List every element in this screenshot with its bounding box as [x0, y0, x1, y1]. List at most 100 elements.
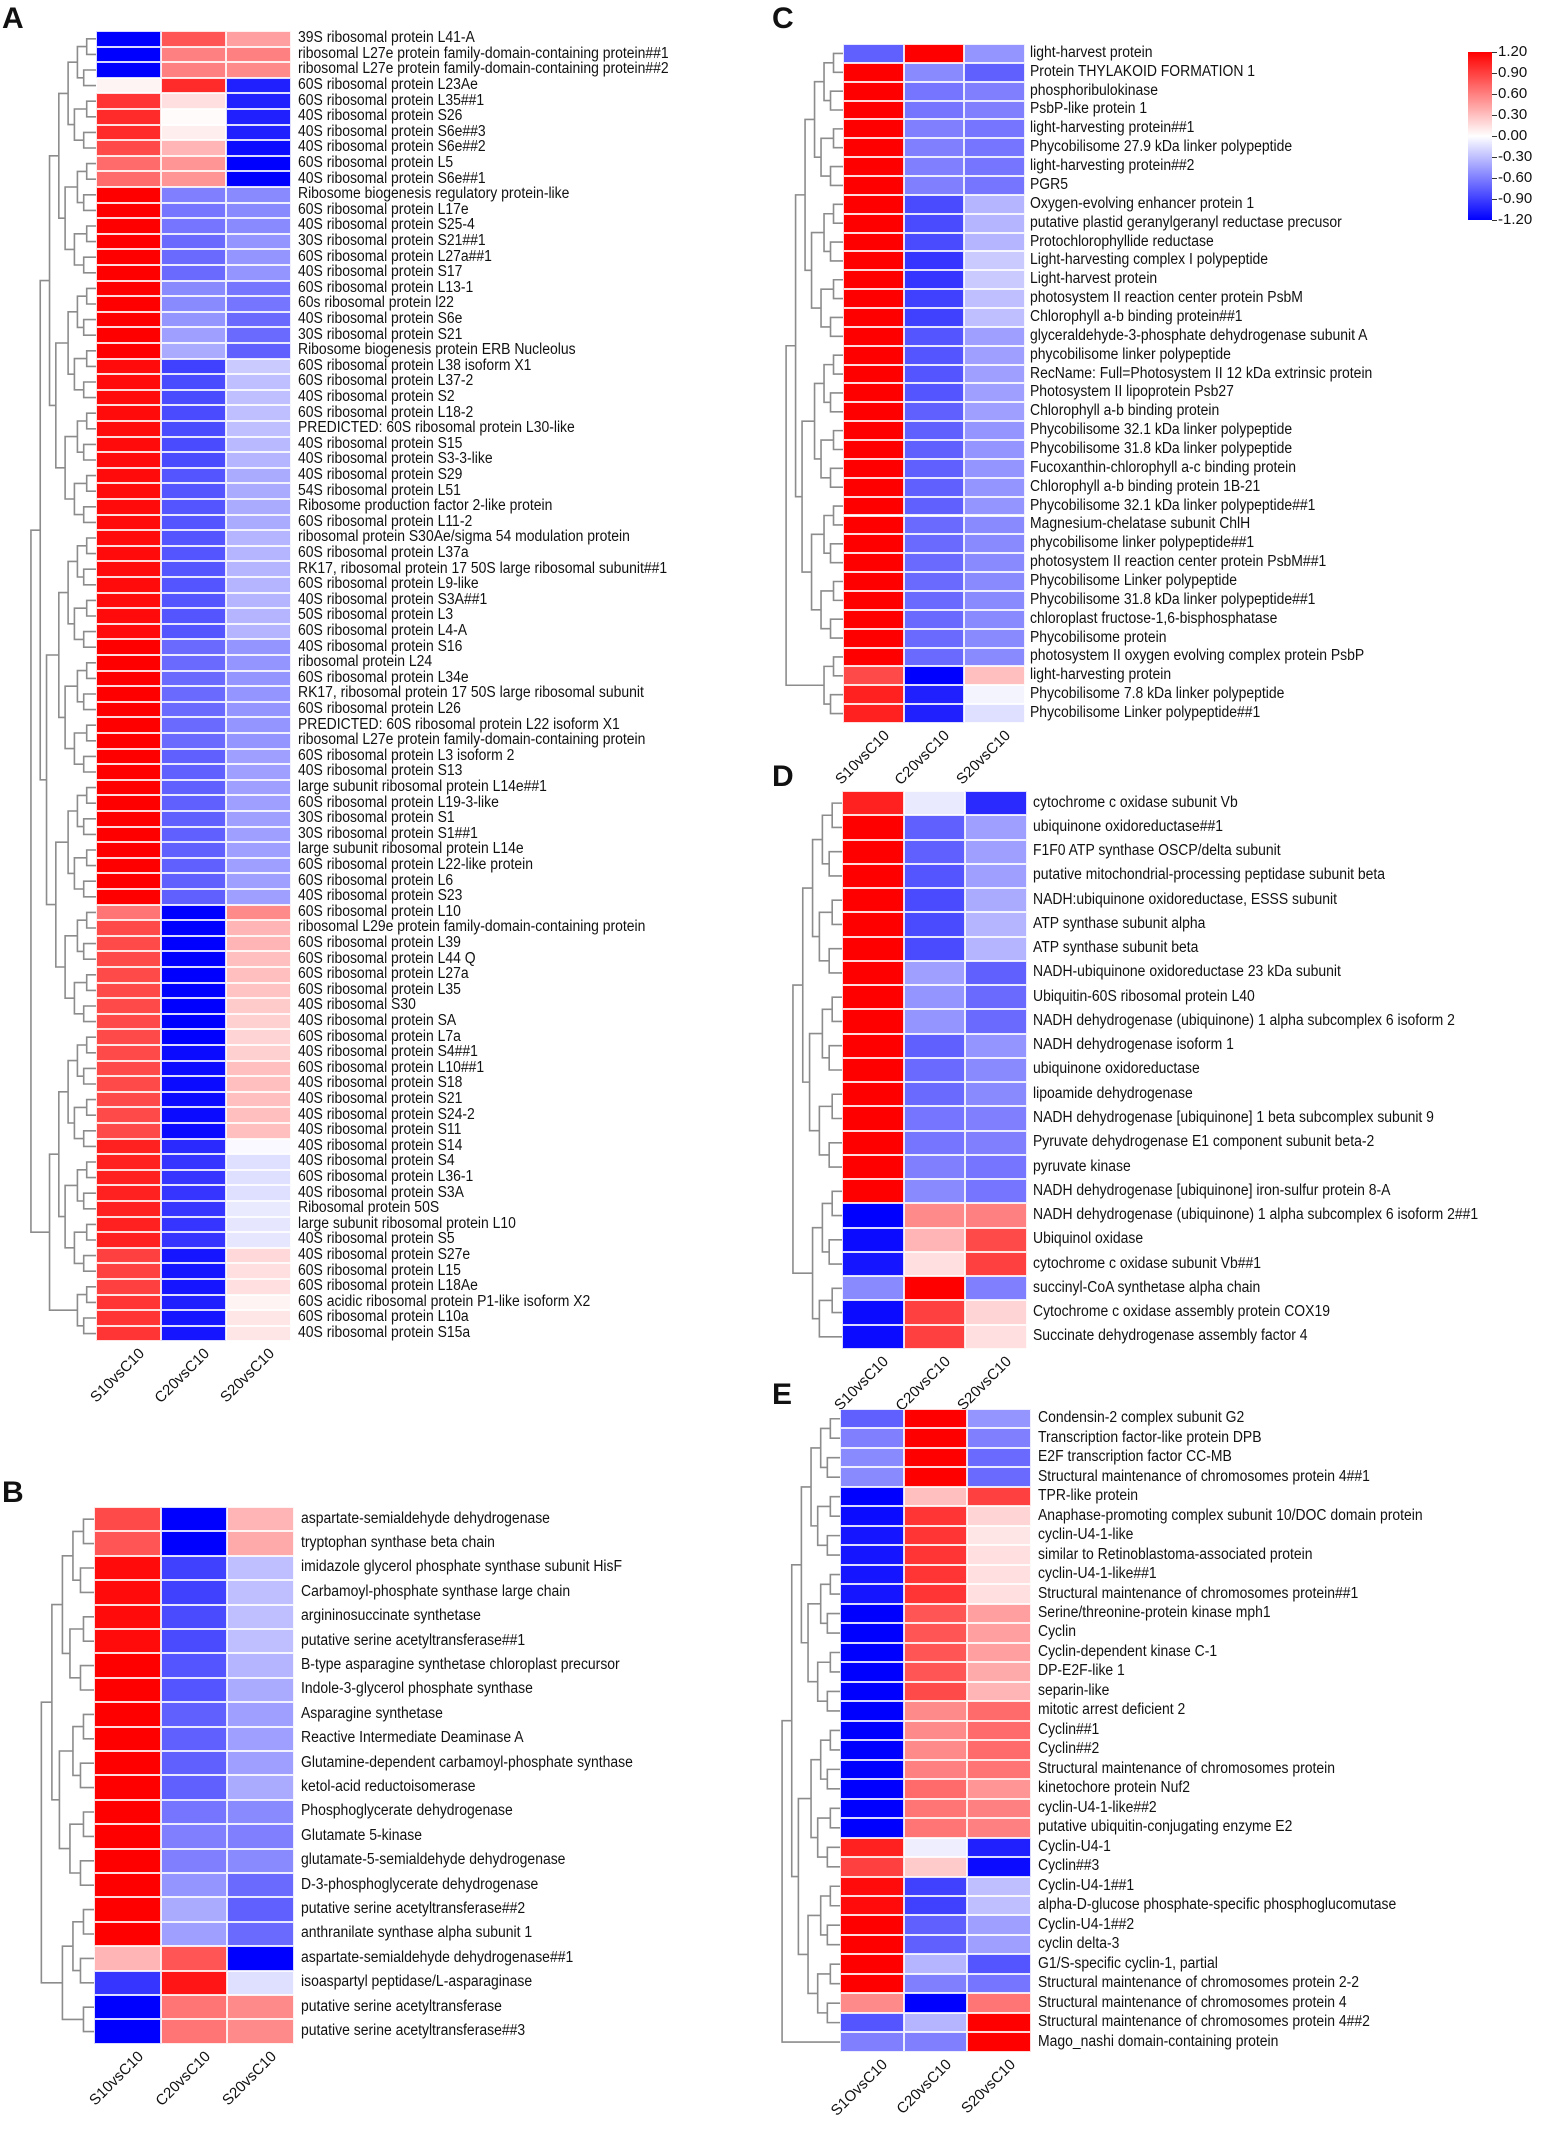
- row-label: Succinate dehydrogenase assembly factor …: [1033, 1327, 1308, 1345]
- heatmap-cell: [840, 1896, 904, 1916]
- row-label: NADH-ubiquinone oxidoreductase 23 kDa su…: [1033, 963, 1341, 981]
- heatmap-cell: [903, 1779, 968, 1799]
- heatmap-cell: [967, 1662, 1032, 1682]
- heatmap-cell: [903, 1798, 968, 1819]
- heatmap-cell: [842, 839, 904, 864]
- heatmap-cell: [226, 218, 291, 234]
- heatmap-cell: [843, 213, 904, 233]
- row-label: DP-E2F-like 1: [1038, 1662, 1125, 1680]
- heatmap-cell: [903, 1203, 965, 1228]
- heatmap-cell: [843, 609, 904, 629]
- heatmap-cell: [226, 265, 291, 281]
- heatmap-cell: [96, 202, 161, 219]
- heatmap-cell: [903, 1564, 968, 1585]
- heatmap-cell: [161, 1123, 226, 1139]
- heatmap-cell: [96, 249, 161, 265]
- heatmap-cell: [965, 1203, 1027, 1228]
- heatmap-cell: [967, 1409, 1032, 1429]
- row-label: Anaphase-promoting complex subunit 10/DO…: [1038, 1506, 1423, 1524]
- row-label: Ribosome biogenesis protein ERB Nucleolu…: [298, 341, 576, 359]
- heatmap-cell: [161, 608, 226, 624]
- heatmap-cell: [226, 77, 291, 94]
- heatmap-cell: [161, 155, 226, 172]
- row-label: NADH dehydrogenase [ubiquinone] 1 beta s…: [1033, 1108, 1434, 1126]
- row-label: PREDICTED: 60S ribosomal protein L22 iso…: [298, 715, 620, 733]
- heatmap-cell: [96, 904, 161, 921]
- heatmap-cell: [94, 1702, 161, 1727]
- heatmap-cell: [967, 1876, 1032, 1896]
- heatmap-cell: [226, 1060, 291, 1077]
- column-label: S10vsC10: [87, 1345, 149, 1407]
- row-label: cyclin-U4-1-like: [1038, 1526, 1134, 1544]
- heatmap-cell: [903, 1251, 965, 1277]
- heatmap-cell: [96, 826, 161, 843]
- row-label: 60S ribosomal protein L26: [298, 700, 461, 718]
- heatmap-cell: [967, 1857, 1032, 1877]
- row-label: 60S acidic ribosomal protein P1-like iso…: [298, 1292, 591, 1310]
- heatmap-cell: [227, 1824, 294, 1849]
- row-label: chloroplast fructose-1,6-bisphosphatase: [1030, 609, 1278, 627]
- heatmap-cell: [903, 1057, 965, 1083]
- heatmap-cell: [964, 647, 1025, 667]
- heatmap-cell: [226, 857, 291, 874]
- row-label: Phycobilisome 32.1 kDa linker polypeptid…: [1030, 421, 1293, 439]
- row-label: 60S ribosomal protein L34e: [298, 668, 469, 686]
- heatmap-cell: [843, 590, 904, 610]
- heatmap-cell: [843, 364, 904, 384]
- legend-tick: [1492, 136, 1497, 137]
- column-label: C20vsC10: [152, 2047, 214, 2110]
- heatmap-cell: [96, 514, 161, 531]
- heatmap-cell: [161, 514, 226, 531]
- heatmap-cell: [161, 467, 226, 484]
- row-label: Phycobilisome 32.1 kDa linker polypeptid…: [1030, 496, 1316, 514]
- row-label: Light-harvest protein: [1030, 270, 1158, 288]
- heatmap-cell: [842, 1251, 904, 1277]
- row-label: large subunit ribosomal protein L10: [298, 1214, 516, 1232]
- heatmap-cell: [964, 289, 1025, 309]
- heatmap-cell: [96, 623, 161, 640]
- heatmap-cell: [840, 1798, 904, 1819]
- heatmap-cell: [96, 1232, 161, 1248]
- heatmap-cell: [96, 483, 161, 499]
- heatmap-cell: [964, 477, 1025, 497]
- heatmap-cell: [964, 345, 1025, 365]
- row-label: 40S ribosomal protein S2: [298, 388, 455, 406]
- row-label: ribosomal protein S30Ae/sigma 54 modulat…: [298, 528, 630, 546]
- row-label: Cytochrome c oxidase assembly protein CO…: [1033, 1303, 1330, 1321]
- heatmap-cell: [226, 452, 291, 468]
- heatmap-cell: [840, 1701, 904, 1721]
- heatmap-cell: [840, 1973, 904, 1994]
- heatmap-cell: [964, 496, 1025, 516]
- heatmap-cell: [843, 628, 904, 648]
- heatmap-cell: [967, 1467, 1032, 1487]
- row-label: Transcription factor-like protein DPB: [1038, 1428, 1262, 1446]
- heatmap-cell: [964, 402, 1025, 422]
- row-label: 60S ribosomal protein L7a: [298, 1027, 461, 1045]
- heatmap-cell: [226, 998, 291, 1014]
- row-label: Serine/threonine-protein kinase mph1: [1038, 1604, 1271, 1621]
- heatmap-cell: [96, 1294, 161, 1311]
- heatmap-cell: [94, 1751, 161, 1776]
- heatmap-cell: [226, 826, 291, 843]
- row-label: Structural maintenance of chromosomes pr…: [1038, 1759, 1335, 1777]
- row-label: Protochlorophyllide reductase: [1030, 232, 1214, 250]
- heatmap-cell: [843, 326, 904, 346]
- heatmap-cell: [903, 1603, 968, 1624]
- heatmap-cell: [226, 967, 291, 983]
- row-label: 40S ribosomal protein S23: [298, 887, 463, 905]
- heatmap-cell: [842, 1130, 904, 1155]
- row-label: light-harvesting protein##2: [1030, 157, 1195, 175]
- row-label: ketol-acid reductoisomerase: [301, 1778, 476, 1796]
- heatmap-cell: [226, 31, 291, 47]
- heatmap-cell: [160, 1751, 227, 1776]
- heatmap-cell: [227, 2019, 294, 2044]
- heatmap-cell: [226, 405, 291, 421]
- row-label: Structural maintenance of chromosomes pr…: [1038, 1974, 1360, 1992]
- legend-tick-label: 0.30: [1498, 106, 1528, 123]
- heatmap-cell: [226, 1247, 291, 1264]
- heatmap-cell: [161, 296, 226, 312]
- heatmap-cell: [161, 1310, 226, 1326]
- heatmap-cell: [161, 920, 226, 936]
- heatmap-cell: [161, 889, 226, 905]
- heatmap-cell: [161, 62, 226, 78]
